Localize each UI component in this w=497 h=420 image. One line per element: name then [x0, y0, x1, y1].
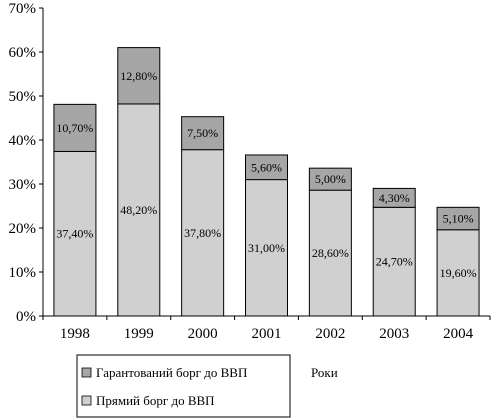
bar-guaranteed-debt: [308, 167, 352, 191]
x-tick-label: 2003: [379, 326, 409, 342]
data-labels: 37,40% 10,70% 48,20% 12,80% 37,80% 7,50% 31,00…: [56, 69, 476, 280]
bar-guaranteed-debt: [372, 187, 416, 208]
data-label-guaranteed-debt: 12,80%: [120, 69, 157, 83]
y-tick-label: 40%: [9, 133, 37, 149]
y-tick-label: 10%: [9, 265, 37, 281]
y-tick-label: 60%: [9, 45, 37, 61]
bar-guaranteed-debt: [181, 116, 225, 151]
data-label-guaranteed-debt: 10,70%: [56, 121, 93, 135]
x-tick-label: 1998: [60, 326, 90, 342]
x-tick-label: 2001: [252, 326, 282, 342]
y-tick-label: 50%: [9, 89, 37, 105]
legend-box: [76, 354, 291, 418]
legend: Гарантований борг до ВВП Прямий борг до …: [76, 354, 291, 418]
data-label-guaranteed-debt: 7,50%: [187, 126, 218, 140]
data-label-guaranteed-debt: 5,10%: [443, 212, 474, 226]
y-tick-label: 0%: [16, 309, 36, 325]
y-tick-label: 70%: [9, 1, 37, 17]
x-tick-label: 2004: [443, 326, 474, 342]
bar-direct-debt: [372, 206, 416, 317]
data-label-guaranteed-debt: 5,00%: [315, 172, 346, 186]
data-label-direct-debt: 37,80%: [184, 226, 221, 240]
data-label-direct-debt: 31,00%: [248, 241, 285, 255]
x-tick-label: 2000: [188, 326, 218, 342]
x-tick-label: 2002: [315, 326, 345, 342]
bar-guaranteed-debt: [117, 47, 161, 105]
data-label-direct-debt: 48,20%: [120, 203, 157, 217]
bar-direct-debt: [245, 179, 288, 317]
data-label-direct-debt: 28,60%: [312, 246, 349, 260]
x-axis: 1998 1999 2000 2001 2002 2003 2004: [42, 315, 491, 342]
y-tick-label: 20%: [9, 221, 37, 237]
data-label-guaranteed-debt: 4,30%: [379, 191, 410, 205]
legend-label-guaranteed-debt: Гарантований борг до ВВП: [96, 365, 247, 380]
bar-guaranteed-debt: [53, 103, 97, 152]
data-label-guaranteed-debt: 5,60%: [251, 160, 282, 174]
bar-guaranteed-debt: [436, 206, 480, 231]
data-label-direct-debt: 24,70%: [376, 255, 413, 269]
y-axis: 0% 10% 20% 30% 40% 50% 60% 70%: [9, 1, 44, 325]
legend-swatch-direct-debt: [81, 395, 92, 406]
bar-direct-debt: [181, 149, 225, 317]
x-axis-title: Роки: [311, 365, 338, 380]
data-label-direct-debt: 37,40%: [56, 227, 93, 241]
x-tick-label: 1999: [124, 326, 154, 342]
bar-guaranteed-debt: [245, 154, 288, 181]
y-tick-label: 30%: [9, 177, 37, 193]
legend-swatch-guaranteed-debt: [81, 367, 92, 378]
bar-direct-debt: [308, 189, 352, 317]
data-label-direct-debt: 19,60%: [440, 266, 477, 280]
bars: [53, 47, 480, 317]
legend-label-direct-debt: Прямий борг до ВВП: [96, 393, 215, 408]
